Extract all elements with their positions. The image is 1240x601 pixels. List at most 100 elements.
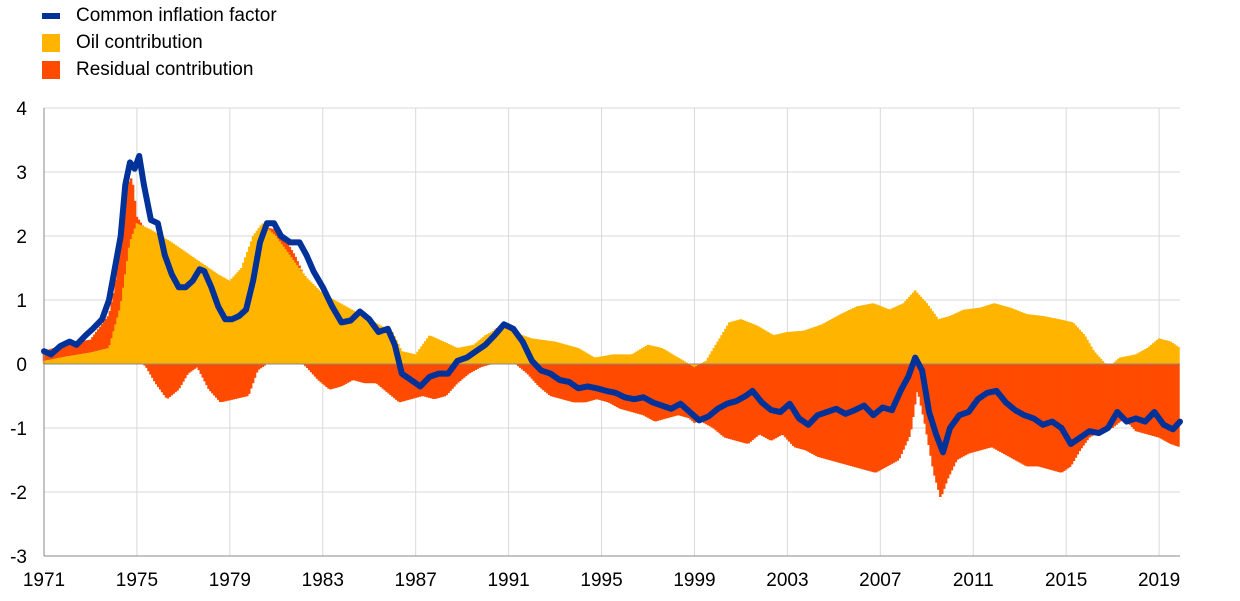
oil-bar <box>307 280 311 364</box>
oil-bar <box>1161 339 1165 364</box>
residual-bar <box>1093 364 1097 435</box>
residual-bar <box>1055 364 1058 472</box>
oil-bar <box>708 354 712 364</box>
residual-bar <box>443 364 447 397</box>
oil-bar <box>584 352 588 364</box>
oil-bar <box>548 340 551 364</box>
oil-bar <box>619 354 623 364</box>
oil-bar <box>956 312 960 364</box>
oil-bar <box>1022 312 1025 364</box>
residual-bar <box>156 364 160 387</box>
residual-bar <box>588 364 592 402</box>
residual-bar <box>886 364 890 466</box>
residual-bar <box>379 364 383 388</box>
residual-bar <box>884 364 888 468</box>
oil-bar <box>1138 352 1142 364</box>
residual-bar <box>975 364 979 452</box>
oil-bar <box>95 351 98 364</box>
oil-bar <box>371 321 375 364</box>
oil-bar <box>1092 349 1095 364</box>
oil-bar <box>373 322 377 364</box>
oil-bar <box>602 356 605 364</box>
residual-bar <box>366 364 369 384</box>
residual-bar <box>627 364 630 412</box>
residual-bar <box>712 364 716 429</box>
oil-bar <box>124 274 127 364</box>
oil-bar <box>431 336 435 364</box>
residual-bar <box>1140 364 1143 433</box>
oil-bar <box>215 273 218 364</box>
residual-bar <box>956 364 960 460</box>
residual-bar <box>331 364 334 389</box>
residual-bar <box>313 364 317 377</box>
oil-bar <box>844 311 847 364</box>
oil-bar <box>598 356 601 364</box>
x-tick-label: 1987 <box>395 570 437 591</box>
oil-bar <box>271 232 274 364</box>
oil-bar <box>716 341 719 364</box>
residual-bar <box>93 334 96 352</box>
oil-bar <box>160 236 164 364</box>
oil-bar <box>106 348 110 364</box>
residual-bar <box>1037 364 1041 467</box>
residual-bar <box>67 343 71 356</box>
oil-bar <box>749 323 752 364</box>
residual-bar <box>1070 364 1074 465</box>
residual-bar <box>718 364 721 434</box>
oil-bar <box>542 340 545 364</box>
oil-bar <box>273 234 276 364</box>
oil-bar <box>811 327 814 364</box>
residual-bar <box>449 364 452 391</box>
residual-bar <box>259 364 263 369</box>
oil-bar <box>1061 319 1064 364</box>
oil-bar <box>999 304 1002 364</box>
residual-bar <box>246 364 249 397</box>
oil-bar <box>56 358 59 364</box>
y-tick-label: 1 <box>16 291 27 312</box>
oil-bar <box>451 345 454 364</box>
residual-bar <box>257 364 261 370</box>
oil-bar <box>156 234 160 364</box>
oil-bar <box>377 324 381 364</box>
oil-bar <box>62 357 65 364</box>
oil-bar <box>93 351 96 364</box>
residual-bar <box>439 364 443 398</box>
oil-bar <box>1148 346 1151 364</box>
residual-bar <box>553 364 557 398</box>
oil-bar <box>406 352 410 364</box>
residual-bar <box>577 364 580 403</box>
oil-bar <box>1076 327 1080 364</box>
residual-bar <box>793 364 797 448</box>
residual-bar <box>73 342 77 356</box>
residual-bar <box>666 364 669 419</box>
residual-bar <box>131 184 135 234</box>
residual-bar <box>1084 364 1087 443</box>
residual-bar <box>675 364 679 416</box>
oil-bar <box>216 274 220 364</box>
residual-bar <box>71 342 75 356</box>
legend-item-oil: Oil contribution <box>42 29 277 56</box>
residual-bar <box>180 364 183 385</box>
oil-bar <box>666 351 669 364</box>
oil-bar <box>766 332 770 364</box>
residual-bar <box>948 364 952 475</box>
residual-bar <box>1008 364 1012 458</box>
oil-bar <box>127 247 131 364</box>
residual-bar <box>910 364 913 430</box>
oil-bar <box>846 310 849 364</box>
residual-bar <box>139 222 143 225</box>
residual-bar <box>104 318 108 349</box>
oil-bar <box>509 330 512 364</box>
oil-bar <box>1039 315 1043 364</box>
oil-bar <box>954 313 958 364</box>
oil-bar <box>354 311 357 364</box>
oil-bar <box>180 249 183 364</box>
oil-bar <box>658 347 661 364</box>
residual-bar <box>127 181 131 248</box>
oil-bar <box>532 338 536 364</box>
oil-bar <box>1008 307 1012 364</box>
residual-bar <box>149 364 152 375</box>
oil-bar <box>886 308 890 364</box>
oil-bar <box>975 308 979 364</box>
